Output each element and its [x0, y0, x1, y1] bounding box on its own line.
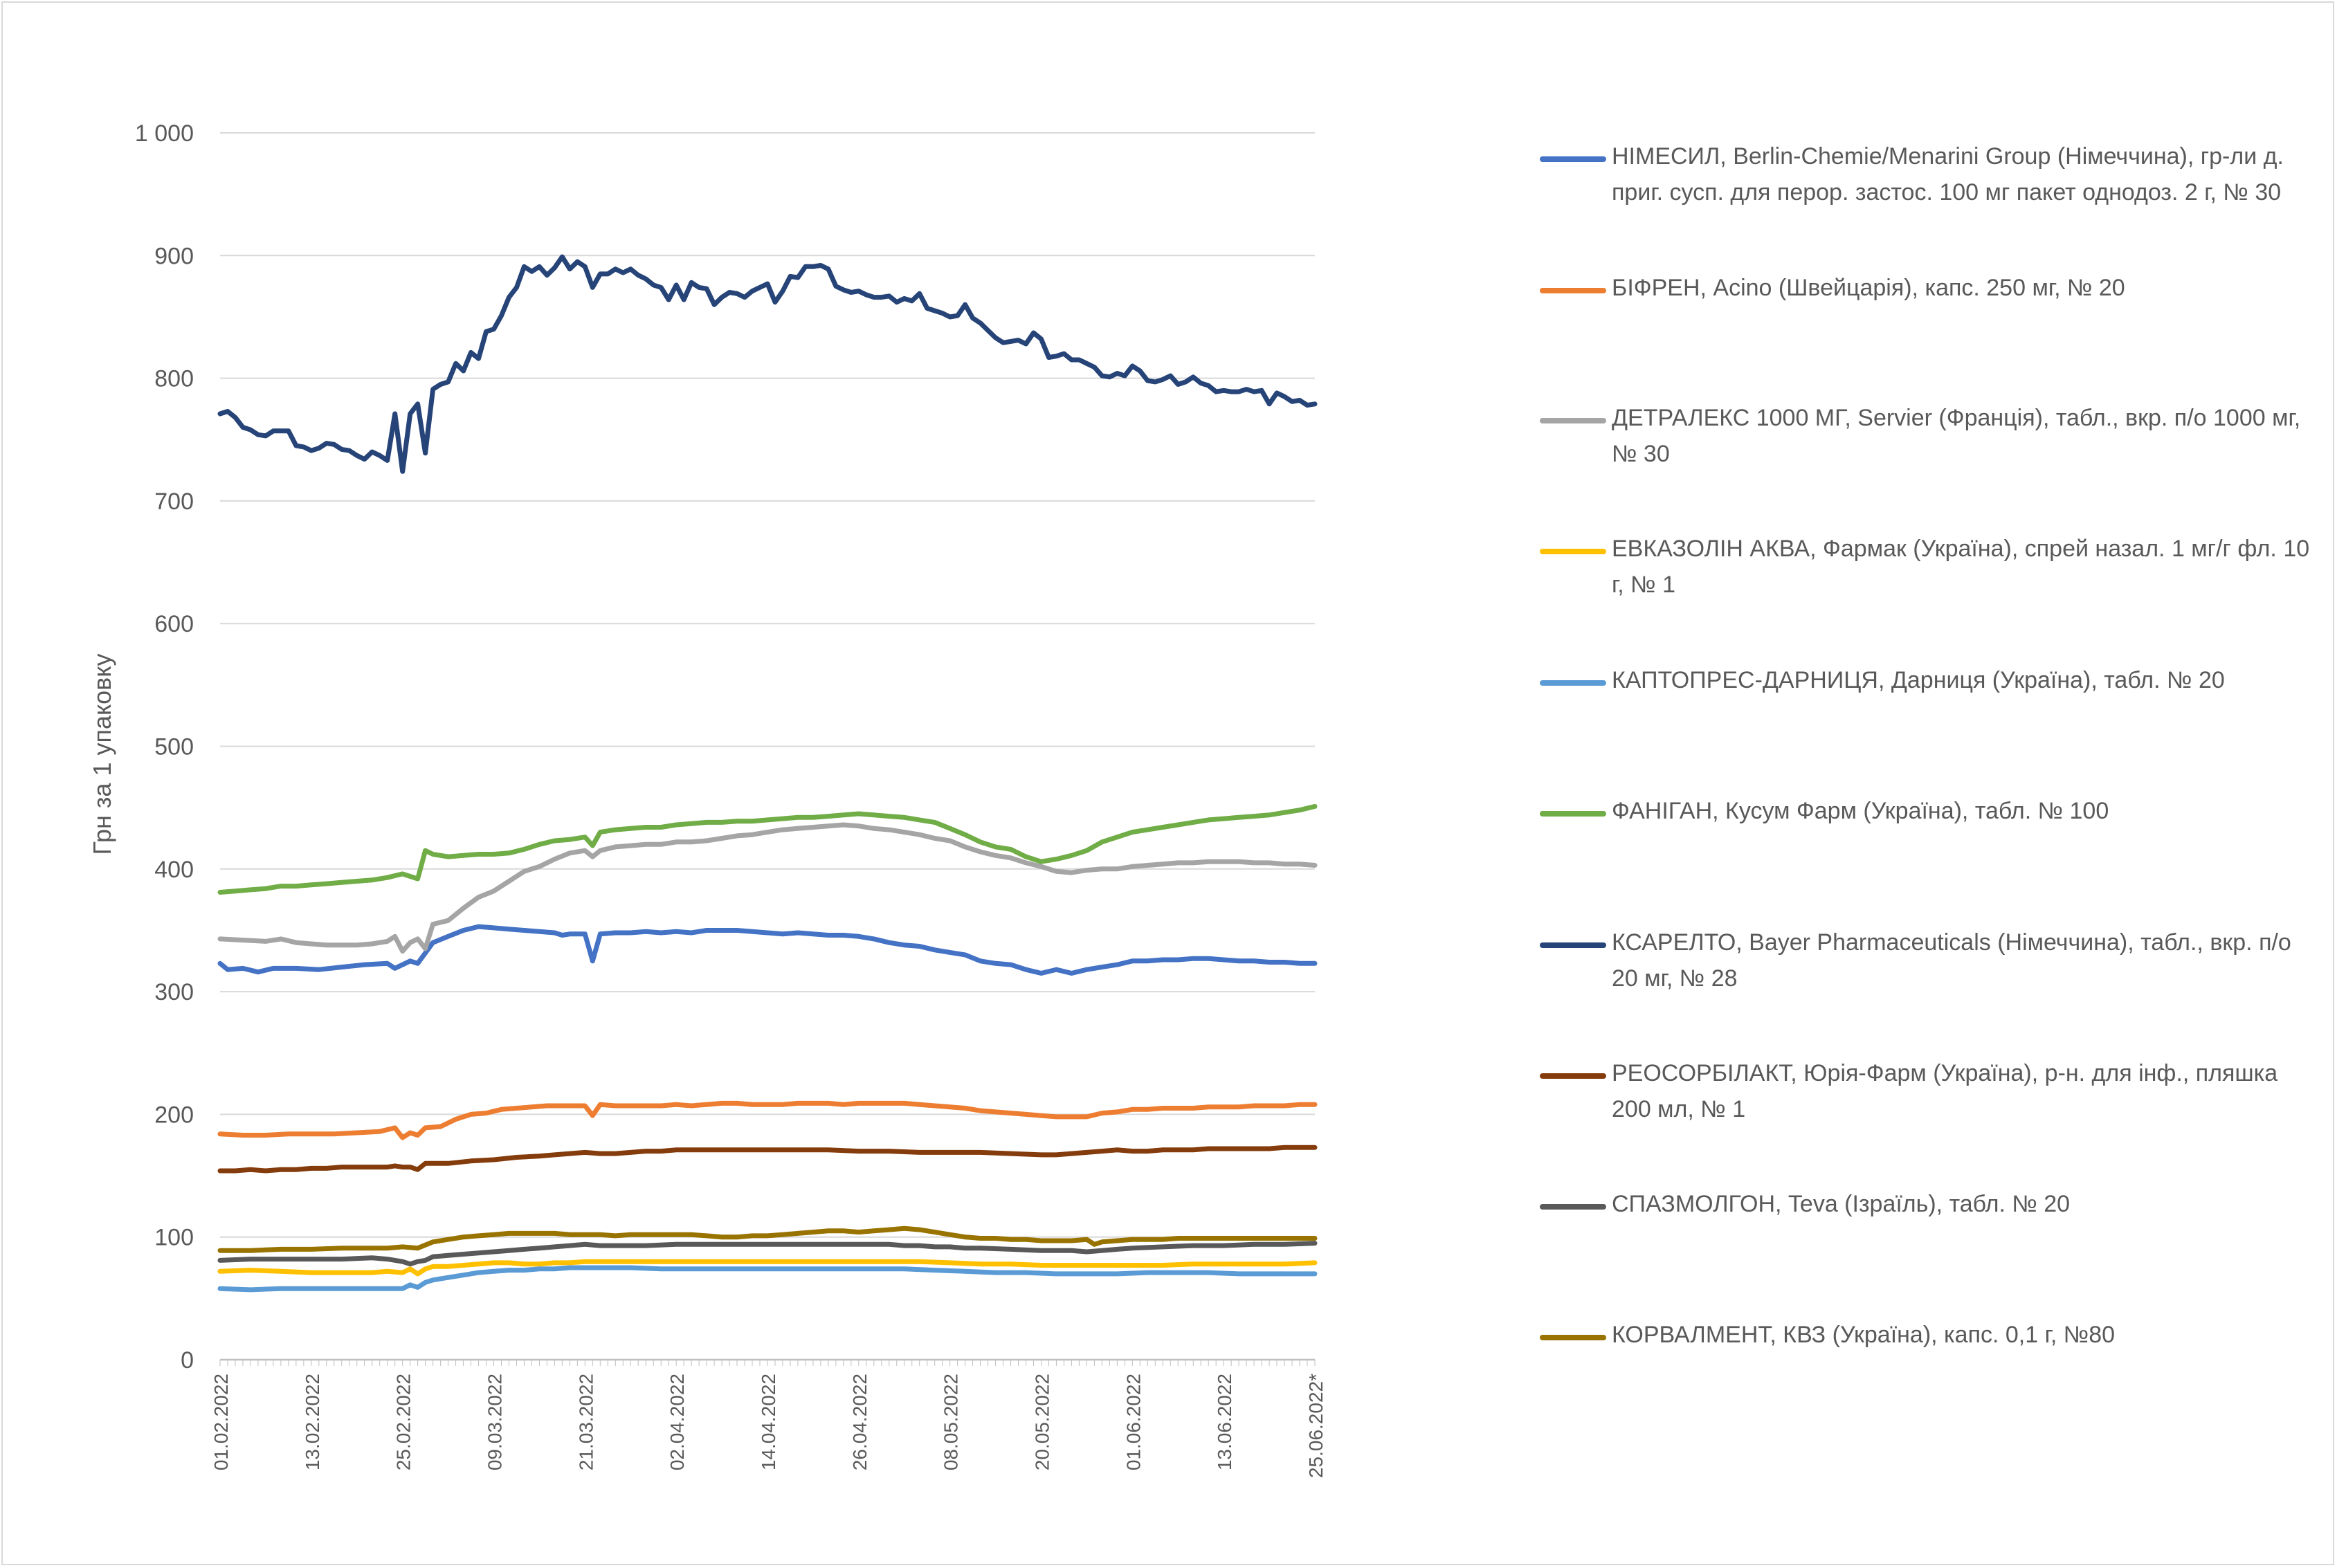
legend-label: РЕОСОРБІЛАКТ, Юрія-Фарм (Україна), р-н. …	[1612, 1060, 2278, 1122]
series-line-7	[217, 254, 1318, 474]
legend-swatch	[1540, 156, 1606, 162]
x-tick-label: 26.04.2022	[849, 1374, 871, 1470]
x-tick-label: 01.06.2022	[1122, 1374, 1144, 1470]
series-lines	[217, 254, 1318, 1293]
x-tick-label: 20.05.2022	[1032, 1374, 1053, 1470]
series-line-3	[217, 822, 1318, 954]
y-tick-label: 200	[154, 1102, 194, 1128]
y-tick-label: 600	[154, 611, 194, 637]
y-tick-label: 500	[154, 734, 194, 760]
x-tick-label: 25.02.2022	[393, 1374, 415, 1470]
series-line-5	[217, 1265, 1318, 1293]
series-line-9	[217, 1241, 1318, 1267]
legend-swatch	[1540, 549, 1606, 554]
x-tick-label: 01.02.2022	[210, 1374, 232, 1470]
legend-swatch	[1540, 942, 1606, 948]
legend-label: СПАЗМОЛГОН, Teva (Ізраїль), табл. № 20	[1612, 1191, 2071, 1217]
y-tick-label: 800	[154, 366, 194, 392]
x-tick-label: 25.06.2022*	[1305, 1374, 1327, 1478]
series-line-1	[217, 924, 1318, 976]
series-line-10	[217, 1225, 1318, 1253]
x-tick-label: 09.03.2022	[484, 1374, 506, 1470]
legend-label: ЕВКАЗОЛІН АКВА, Фармак (Україна), спрей …	[1612, 536, 2310, 598]
legend-swatch	[1540, 418, 1606, 423]
legend-item: СПАЗМОЛГОН, Teva (Ізраїль), табл. № 20	[1540, 1186, 2318, 1222]
y-axis-tick-labels: 0 100 200 300 400 500 600 700 800 900 1 000	[135, 120, 194, 1374]
legend-swatch	[1540, 1335, 1606, 1340]
y-tick-label: 400	[154, 857, 194, 883]
legend-item: ФАНІГАН, Кусум Фарм (Україна), табл. № 1…	[1540, 793, 2318, 829]
series-line-6	[217, 803, 1318, 895]
legend-swatch	[1540, 1204, 1606, 1210]
gridlines	[219, 132, 1316, 1366]
legend-item: БІФРЕН, Acino (Швейцарія), капс. 250 мг,…	[1540, 270, 2318, 306]
y-axis-title: Грн за 1 упаковку	[88, 654, 116, 855]
series-line-8	[217, 1145, 1318, 1174]
legend-swatch	[1540, 811, 1606, 817]
legend-swatch	[1540, 288, 1606, 293]
legend-label: ДЕТРАЛЕКС 1000 МГ, Servier (Франція), та…	[1612, 405, 2301, 467]
legend-swatch	[1540, 1073, 1606, 1079]
legend-item: КАПТОПРЕС-ДАРНИЦЯ, Дарниця (Україна), та…	[1540, 662, 2318, 698]
x-tick-label: 14.04.2022	[758, 1374, 779, 1470]
legend-label: КСАРЕЛТО, Bayer Pharmaceuticals (Німеччи…	[1612, 929, 2291, 992]
legend-label: КАПТОПРЕС-ДАРНИЦЯ, Дарниця (Україна), та…	[1612, 667, 2225, 693]
x-tick-label: 13.06.2022	[1214, 1374, 1235, 1470]
legend-item: ДЕТРАЛЕКС 1000 МГ, Servier (Франція), та…	[1540, 400, 2318, 472]
legend-item: КСАРЕЛТО, Bayer Pharmaceuticals (Німеччи…	[1540, 924, 2318, 996]
x-axis-tick-labels: 01.02.2022 13.02.2022 25.02.2022 09.03.2022…	[210, 1374, 1327, 1478]
x-tick-label: 02.04.2022	[666, 1374, 688, 1470]
legend-item: НІМЕСИЛ, Berlin-Chemie/Menarini Group (Н…	[1540, 138, 2318, 210]
y-tick-label: 0	[181, 1347, 194, 1374]
series-line-2	[217, 1100, 1318, 1140]
legend-label: БІФРЕН, Acino (Швейцарія), капс. 250 мг,…	[1612, 275, 2125, 301]
y-tick-label: 1 000	[135, 120, 194, 147]
y-tick-label: 900	[154, 243, 194, 269]
y-tick-label: 700	[154, 489, 194, 515]
legend-item: РЕОСОРБІЛАКТ, Юрія-Фарм (Україна), р-н. …	[1540, 1055, 2318, 1127]
legend-label: КОРВАЛМЕНТ, КВЗ (Україна), капс. 0,1 г, …	[1612, 1322, 2116, 1348]
y-tick-label: 100	[154, 1225, 194, 1251]
series-line-4	[217, 1259, 1318, 1277]
legend-label: НІМЕСИЛ, Berlin-Chemie/Menarini Group (Н…	[1612, 143, 2284, 206]
x-tick-label: 08.05.2022	[940, 1374, 962, 1470]
legend-item: ЕВКАЗОЛІН АКВА, Фармак (Україна), спрей …	[1540, 531, 2318, 603]
x-tick-label: 21.03.2022	[575, 1374, 597, 1470]
x-tick-label: 13.02.2022	[302, 1374, 323, 1470]
y-tick-label: 300	[154, 979, 194, 1005]
legend-item: КОРВАЛМЕНТ, КВЗ (Україна), капс. 0,1 г, …	[1540, 1317, 2318, 1353]
legend-label: ФАНІГАН, Кусум Фарм (Україна), табл. № 1…	[1612, 798, 2109, 824]
legend-swatch	[1540, 680, 1606, 686]
